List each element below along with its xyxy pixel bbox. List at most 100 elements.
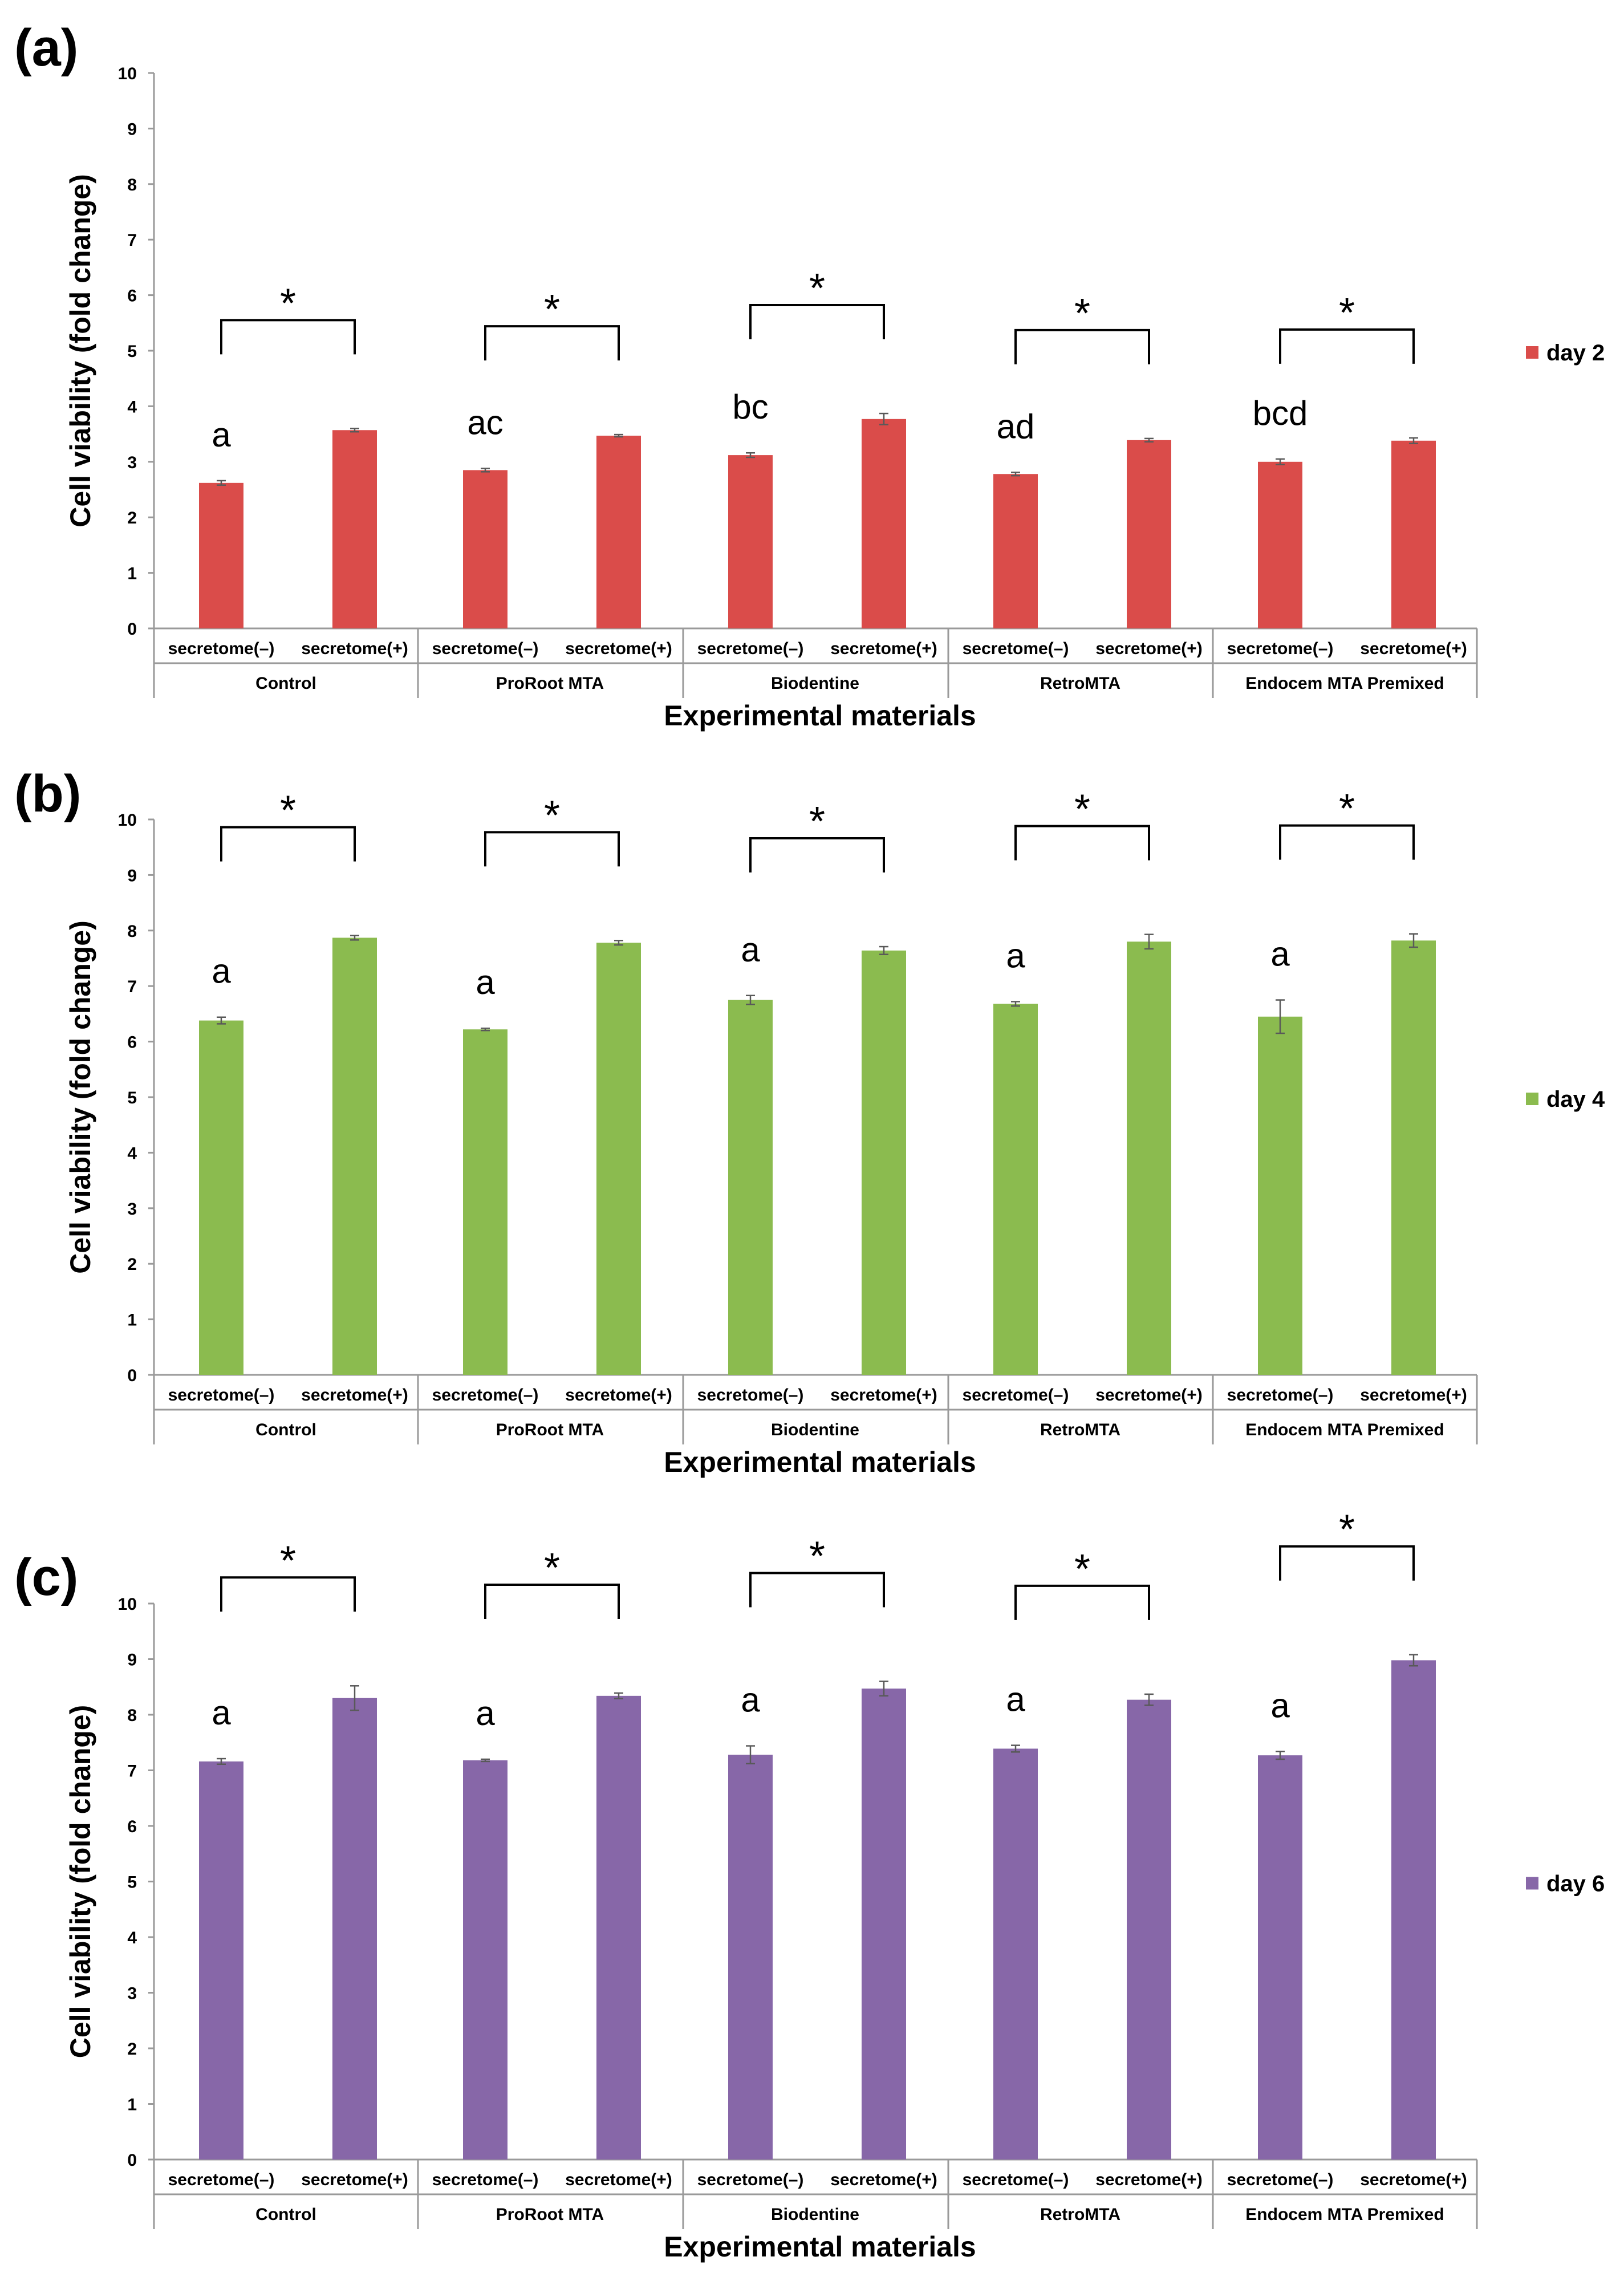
y-axis-title: Cell viability (fold change) bbox=[64, 920, 96, 1274]
subcategory-label: secretome(+) bbox=[1360, 1386, 1467, 1405]
legend-label: day 2 bbox=[1546, 340, 1605, 366]
group-label: Endocem MTA Premixed bbox=[1245, 2205, 1444, 2224]
significance-bracket bbox=[749, 1572, 885, 1608]
chart-panel-2: (b) 0 1 2 3 4 5 6 7 8 9 10 Cell viability (fold chan… bbox=[14, 765, 1605, 1478]
bar bbox=[199, 1020, 243, 1375]
bar bbox=[596, 1695, 641, 2160]
y-tick-label: 10 bbox=[118, 811, 137, 830]
significance-star: * bbox=[809, 799, 825, 845]
y-tick-label: 8 bbox=[127, 1706, 137, 1725]
significance-star: * bbox=[544, 287, 560, 332]
y-tick-label: 4 bbox=[127, 1929, 137, 1947]
group-label: Biodentine bbox=[771, 1420, 859, 1439]
y-tick-label: 4 bbox=[127, 397, 137, 416]
y-tick-label: 5 bbox=[127, 1873, 137, 1892]
significance-bracket bbox=[220, 1576, 356, 1612]
significance-star: * bbox=[280, 1538, 296, 1584]
bar bbox=[728, 455, 773, 628]
y-tick-label: 3 bbox=[127, 453, 137, 472]
subcategory-label: secretome(–) bbox=[697, 639, 804, 658]
bar bbox=[1258, 1755, 1302, 2160]
significance-letter: a bbox=[212, 1694, 231, 1732]
y-tick-label: 8 bbox=[127, 176, 137, 194]
subcategory-label: secretome(+) bbox=[565, 2170, 672, 2189]
y-tick-label: 9 bbox=[127, 120, 137, 139]
subcategory-label: secretome(+) bbox=[1095, 639, 1203, 658]
subcategory-label: secretome(–) bbox=[1227, 1386, 1334, 1405]
group-label: RetroMTA bbox=[1040, 1420, 1120, 1439]
significance-star: * bbox=[1074, 787, 1090, 833]
bar bbox=[1127, 941, 1171, 1375]
bar bbox=[993, 1748, 1038, 2160]
significance-star: * bbox=[280, 281, 296, 326]
y-tick-label: 6 bbox=[127, 1817, 137, 1836]
significance-star: * bbox=[544, 1545, 560, 1591]
y-tick-label: 3 bbox=[127, 1984, 137, 2003]
significance-bracket bbox=[484, 325, 620, 361]
significance-star: * bbox=[1339, 1507, 1355, 1553]
subcategory-label: secretome(–) bbox=[432, 2170, 539, 2189]
significance-star: * bbox=[809, 1534, 825, 1580]
group-label: Control bbox=[255, 2205, 316, 2224]
y-tick-label: 9 bbox=[127, 866, 137, 885]
bar bbox=[1391, 440, 1436, 628]
subcategory-label: secretome(+) bbox=[1095, 1386, 1203, 1405]
significance-bracket bbox=[1014, 328, 1150, 364]
legend-swatch bbox=[1526, 1877, 1538, 1890]
y-tick-label: 1 bbox=[127, 565, 137, 583]
subcategory-label: secretome(+) bbox=[301, 1386, 408, 1405]
subcategory-label: secretome(–) bbox=[432, 1386, 539, 1405]
x-axis-title: Experimental materials bbox=[664, 2231, 976, 2263]
y-tick-label: 7 bbox=[127, 977, 137, 996]
y-tick-label: 5 bbox=[127, 1089, 137, 1107]
significance-letter: a bbox=[212, 952, 231, 991]
significance-bracket bbox=[1279, 824, 1415, 860]
significance-star: * bbox=[1339, 786, 1355, 832]
significance-letter: bc bbox=[732, 388, 768, 426]
significance-bracket bbox=[1279, 328, 1415, 364]
bar bbox=[728, 1000, 773, 1375]
subcategory-label: secretome(+) bbox=[301, 639, 408, 658]
bar bbox=[463, 1029, 508, 1375]
bar bbox=[463, 470, 508, 628]
bar bbox=[1391, 1660, 1436, 2160]
significance-bracket bbox=[484, 831, 620, 867]
significance-letter: a bbox=[476, 1694, 495, 1732]
y-axis-title: Cell viability (fold change) bbox=[64, 174, 96, 527]
significance-star: * bbox=[1074, 291, 1090, 336]
bar bbox=[332, 430, 377, 628]
legend-label: day 6 bbox=[1546, 1872, 1605, 1897]
subcategory-label: secretome(+) bbox=[830, 2170, 937, 2189]
x-axis-title: Experimental materials bbox=[664, 1446, 976, 1478]
group-label: ProRoot MTA bbox=[496, 1420, 604, 1439]
y-tick-label: 8 bbox=[127, 922, 137, 941]
significance-letter: a bbox=[1006, 1681, 1025, 1719]
subcategory-label: secretome(+) bbox=[830, 1386, 937, 1405]
bar bbox=[596, 436, 641, 628]
subcategory-label: secretome(+) bbox=[565, 1386, 672, 1405]
panel-label: (c) bbox=[14, 1548, 78, 1606]
bar bbox=[1127, 440, 1171, 628]
subcategory-label: secretome(–) bbox=[963, 639, 1069, 658]
group-label: Control bbox=[255, 1420, 316, 1439]
bar bbox=[1391, 940, 1436, 1375]
y-tick-label: 3 bbox=[127, 1200, 137, 1219]
x-axis-title: Experimental materials bbox=[664, 700, 976, 732]
group-label: Biodentine bbox=[771, 674, 859, 693]
bar bbox=[993, 474, 1038, 628]
significance-letter: a bbox=[741, 1681, 760, 1719]
legend-swatch bbox=[1526, 346, 1538, 359]
bar bbox=[1258, 461, 1302, 628]
group-label: ProRoot MTA bbox=[496, 2205, 604, 2224]
y-tick-label: 0 bbox=[127, 620, 137, 639]
group-label: Endocem MTA Premixed bbox=[1245, 1420, 1444, 1439]
significance-bracket bbox=[1279, 1545, 1415, 1581]
significance-bracket bbox=[1014, 825, 1150, 861]
bar bbox=[862, 419, 906, 628]
group-label: RetroMTA bbox=[1040, 2205, 1120, 2224]
subcategory-label: secretome(–) bbox=[1227, 639, 1334, 658]
subcategory-label: secretome(–) bbox=[168, 639, 275, 658]
chart-panel-3: (c) 0 1 2 3 4 5 6 7 8 9 10 Cell viability (fold chan… bbox=[14, 1507, 1605, 2263]
bar bbox=[728, 1755, 773, 2160]
